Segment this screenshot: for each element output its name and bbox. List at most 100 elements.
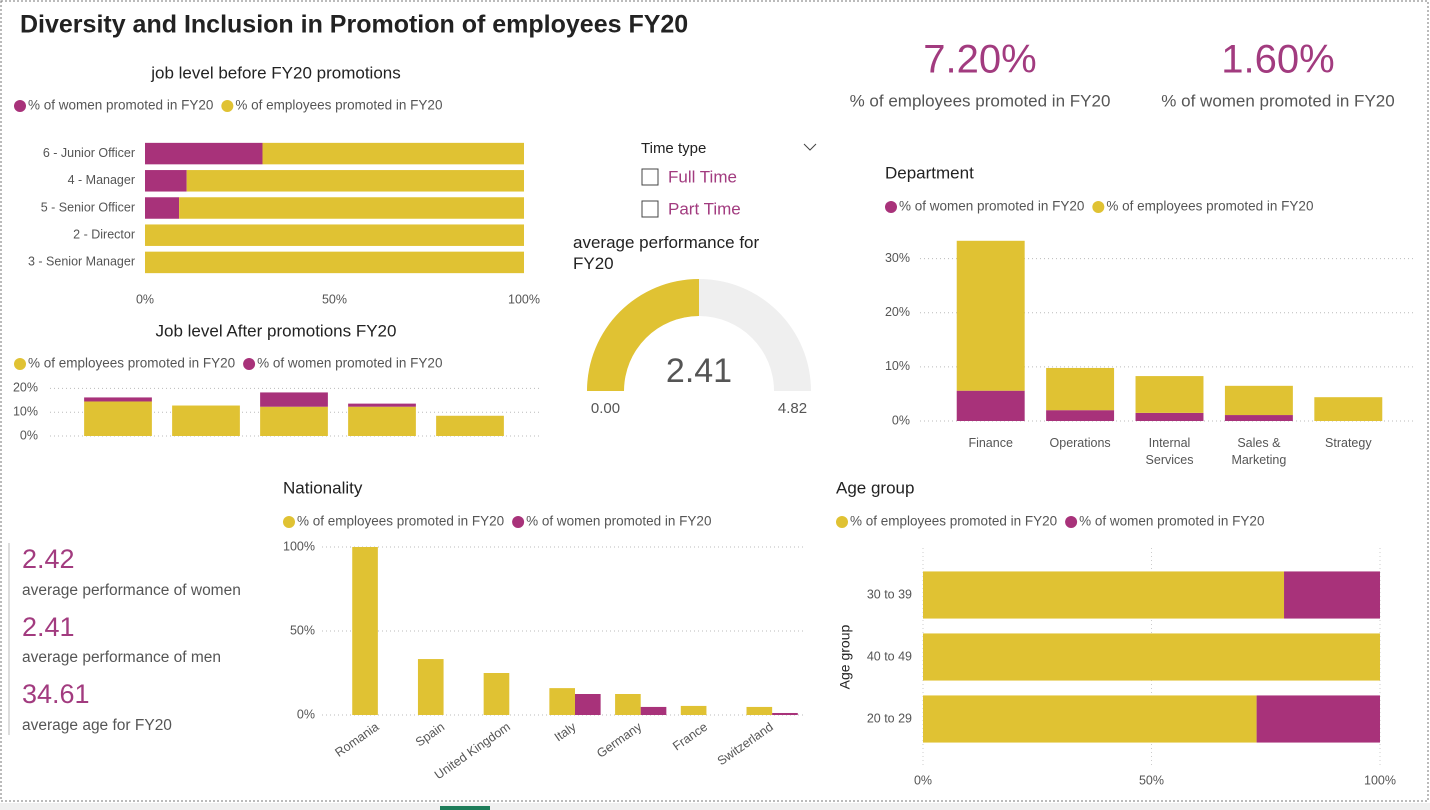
x-tick-label: 50% (322, 292, 347, 306)
y-tick-label: 6 - Junior Officer (43, 146, 135, 160)
bar (1256, 695, 1380, 743)
active-tab[interactable] (440, 806, 490, 810)
chart-title: Nationality (283, 478, 363, 497)
legend-marker (14, 100, 26, 112)
checkbox[interactable] (641, 168, 659, 186)
page-tabs (0, 803, 1430, 810)
legend-marker (283, 516, 295, 528)
x-tick-label: Finance (968, 436, 1013, 450)
x-tick-label: Internal Services (1145, 436, 1194, 467)
y-tick-label: 10% (13, 404, 38, 418)
bar (352, 547, 378, 715)
legend-marker (885, 201, 897, 213)
gauge-value: 2.41 (666, 352, 732, 390)
legend-marker (221, 100, 234, 112)
legend-label: % of women promoted in FY20 (257, 356, 442, 371)
label-box: Strategy (1325, 436, 1372, 450)
y-tick-label: 3 - Senior Manager (28, 255, 135, 269)
y-tick-label: 20 to 29 (867, 711, 912, 725)
legend-marker (243, 358, 256, 370)
bar (923, 571, 1285, 619)
legend-label: % of employees promoted in FY20 (297, 514, 504, 529)
bar (145, 251, 524, 274)
x-tick-label: 0% (914, 773, 932, 787)
legend-marker (1065, 516, 1078, 528)
label-box: Internal Services (1145, 436, 1194, 467)
x-tick-label: Strategy (1325, 436, 1372, 450)
checkbox[interactable] (641, 200, 659, 218)
legend-marker (836, 516, 848, 528)
y-tick-label: 30 to 39 (867, 587, 912, 601)
y-tick-label: 50% (290, 623, 315, 637)
bar (575, 694, 601, 715)
summary-value: 34.61 (22, 679, 90, 709)
bar (923, 633, 1380, 681)
chart-title: Age group (836, 478, 914, 497)
kpi-value: 1.60% (1221, 38, 1334, 82)
gauge-min: 0.00 (591, 400, 620, 417)
legend-label: % of employees promoted in FY20 (28, 356, 235, 371)
y-tick-label: 0% (297, 707, 315, 721)
x-tick-label: 100% (1364, 773, 1396, 787)
x-tick-label: 50% (1139, 773, 1164, 787)
kpi-label: % of women promoted in FY20 (1161, 91, 1394, 110)
legend-marker (1092, 201, 1105, 213)
bar (186, 170, 524, 192)
legend-label: % of employees promoted in FY20 (850, 514, 1057, 529)
summary-label: average performance of men (22, 649, 221, 666)
chart-title: Job level After promotions FY20 (156, 321, 397, 340)
legend-label: % of women promoted in FY20 (899, 199, 1084, 214)
bar (1314, 397, 1383, 421)
gauge-fill (587, 279, 699, 391)
bar (1046, 410, 1115, 421)
y-tick-label: 10% (885, 359, 910, 373)
chart-title: job level before FY20 promotions (150, 63, 400, 82)
slicer-option[interactable]: Full Time (668, 167, 737, 186)
y-tick-label: 2 - Director (73, 227, 135, 241)
bar (84, 401, 152, 436)
kpi-label: % of employees promoted in FY20 (850, 91, 1111, 110)
bar (145, 197, 180, 219)
bar (1224, 385, 1293, 416)
y-tick-label: 5 - Senior Officer (41, 200, 135, 214)
bar (483, 673, 510, 715)
bar (1135, 376, 1204, 413)
bar (640, 706, 667, 715)
x-tick-label: 100% (508, 292, 540, 306)
bar (172, 405, 240, 436)
summary-value: 2.42 (22, 544, 75, 574)
legend-label: % of women promoted in FY20 (526, 514, 711, 529)
y-tick-label: 20% (885, 305, 910, 319)
bar (1046, 367, 1115, 411)
y-tick-label: 0% (20, 428, 38, 442)
bar (615, 694, 641, 715)
x-tick-label: Sales & Marketing (1231, 436, 1287, 467)
y-tick-label: 40 to 49 (867, 649, 912, 663)
bar (956, 390, 1025, 421)
bar (348, 403, 416, 407)
bar (436, 415, 504, 436)
slicer-option[interactable]: Part Time (668, 199, 741, 218)
bar (260, 406, 328, 436)
bar (145, 224, 524, 246)
y-tick-label: 4 - Manager (68, 173, 135, 187)
y-axis-title: Age group (837, 624, 853, 689)
y-tick-label: 100% (283, 539, 315, 553)
label-box: Sales & Marketing (1231, 436, 1287, 467)
bar (1224, 415, 1293, 421)
slicer-chevron[interactable] (803, 143, 817, 151)
y-tick-label: 0% (892, 413, 910, 427)
bar (145, 142, 263, 165)
bar (145, 170, 187, 192)
legend-label: % of women promoted in FY20 (1079, 514, 1264, 529)
bar (348, 406, 416, 436)
chart-title: average performance for FY20 (573, 233, 760, 273)
x-tick-label: Operations (1049, 436, 1111, 450)
chart-title: Department (885, 163, 974, 182)
gauge-max: 4.82 (778, 400, 807, 417)
y-tick-label: 30% (885, 251, 910, 265)
bar (549, 688, 575, 715)
